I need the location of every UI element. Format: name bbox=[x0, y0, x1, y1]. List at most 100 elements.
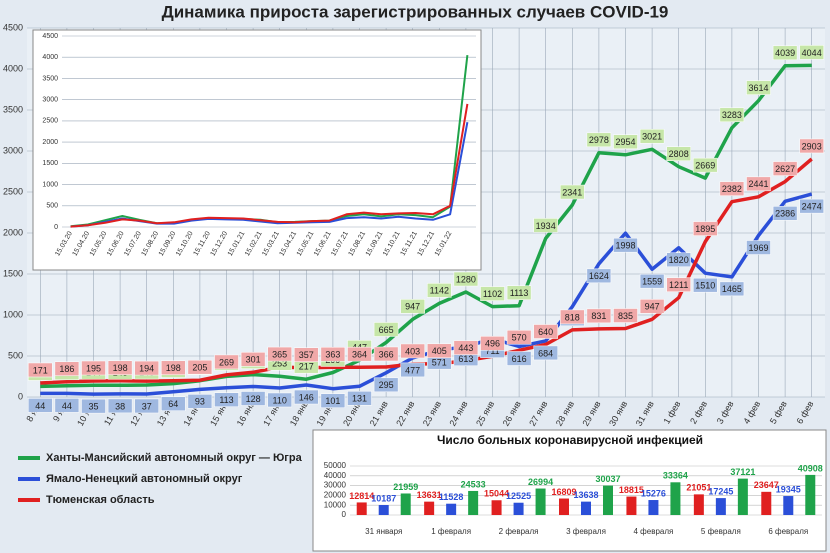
data-label: 38 bbox=[115, 401, 125, 411]
data-label: 366 bbox=[379, 349, 394, 359]
data-label-box bbox=[693, 221, 718, 236]
data-label: 17245 bbox=[708, 486, 733, 496]
data-label-box bbox=[214, 392, 239, 407]
data-label: 2341 bbox=[562, 187, 582, 197]
data-label-box bbox=[613, 308, 638, 323]
data-label: 33364 bbox=[663, 471, 688, 481]
data-label: 44 bbox=[62, 401, 72, 411]
data-label: 818 bbox=[565, 312, 580, 322]
data-label: 477 bbox=[405, 365, 420, 375]
data-label: 186 bbox=[59, 364, 74, 374]
data-label-box bbox=[693, 157, 718, 173]
data-label: 947 bbox=[405, 302, 420, 312]
bar bbox=[491, 500, 502, 515]
data-label: 1934 bbox=[536, 221, 556, 231]
data-label-box bbox=[799, 138, 824, 154]
data-label: 364 bbox=[352, 350, 367, 360]
series-line bbox=[40, 63, 812, 389]
y-tick-label: 0 bbox=[54, 224, 58, 231]
data-label-box bbox=[427, 283, 452, 298]
data-label: 616 bbox=[512, 354, 527, 364]
data-label: 19345 bbox=[776, 484, 801, 494]
data-label-box bbox=[373, 322, 399, 337]
y-tick-label: 500 bbox=[8, 350, 23, 360]
data-label: 198 bbox=[166, 363, 181, 373]
data-label-box bbox=[799, 198, 824, 214]
data-label-box bbox=[719, 181, 745, 196]
series-line bbox=[70, 103, 469, 228]
bar bbox=[715, 498, 726, 515]
data-label: 571 bbox=[432, 358, 447, 368]
data-label: 363 bbox=[325, 350, 340, 360]
y-tick-label: 40000 bbox=[324, 471, 347, 480]
data-label: 101 bbox=[325, 396, 340, 406]
data-label: 1211 bbox=[669, 280, 688, 290]
data-label-box bbox=[613, 237, 638, 253]
data-label-box bbox=[719, 107, 745, 123]
y-tick-label: 3500 bbox=[3, 104, 23, 114]
chart-title: Динамика прироста зарегистрированных слу… bbox=[162, 2, 669, 21]
data-label: 711 bbox=[485, 346, 499, 356]
data-label-box bbox=[267, 346, 292, 362]
data-label-box bbox=[586, 308, 612, 324]
data-label-box bbox=[373, 346, 399, 362]
data-label: 15276 bbox=[641, 488, 666, 498]
data-label-box bbox=[267, 392, 292, 408]
data-label: 1624 bbox=[589, 271, 609, 281]
bar bbox=[761, 491, 772, 515]
data-label: 684 bbox=[538, 348, 553, 358]
data-label-box bbox=[480, 286, 505, 301]
data-label: 2627 bbox=[775, 164, 795, 174]
data-label: 4039 bbox=[775, 48, 795, 58]
x-tick-label: 6 февраля bbox=[768, 527, 808, 536]
data-label: 13638 bbox=[573, 490, 598, 500]
data-label-box bbox=[560, 184, 585, 200]
data-label-box bbox=[586, 132, 612, 148]
data-label: 253 bbox=[272, 359, 287, 369]
data-label-box bbox=[373, 377, 399, 393]
data-label-box bbox=[347, 391, 372, 406]
data-label: 18815 bbox=[619, 485, 644, 495]
data-label: 4044 bbox=[802, 48, 822, 58]
data-label: 3021 bbox=[642, 132, 662, 142]
y-tick-label: 30000 bbox=[324, 481, 347, 490]
data-label: 640 bbox=[538, 327, 553, 337]
data-label-box bbox=[772, 161, 798, 176]
data-label: 269 bbox=[219, 357, 234, 367]
y-tick-label: 1000 bbox=[42, 181, 58, 188]
data-label: 2474 bbox=[802, 202, 822, 212]
data-label-box bbox=[453, 271, 479, 287]
data-label: 26994 bbox=[528, 477, 553, 487]
data-label-box bbox=[639, 273, 665, 289]
data-label: 2382 bbox=[722, 184, 742, 194]
data-label: 3283 bbox=[722, 110, 742, 120]
data-label: 2808 bbox=[669, 149, 689, 159]
y-tick-label: 50000 bbox=[324, 461, 347, 470]
y-tick-label: 3000 bbox=[42, 97, 58, 104]
data-label-box bbox=[240, 391, 266, 406]
y-tick-label: 2500 bbox=[3, 186, 23, 196]
data-label: 2903 bbox=[802, 141, 822, 151]
data-label-box bbox=[746, 176, 771, 192]
data-label: 12525 bbox=[506, 491, 531, 501]
data-label: 10187 bbox=[371, 493, 396, 503]
y-tick-label: 20000 bbox=[324, 491, 347, 500]
legend-label: Ханты-Мансийский автономный округ — Югра bbox=[46, 452, 303, 464]
plot-area bbox=[62, 36, 476, 227]
data-label: 21959 bbox=[393, 482, 418, 492]
data-label: 1998 bbox=[615, 241, 635, 251]
data-label: 496 bbox=[485, 339, 500, 349]
data-label-box bbox=[719, 281, 745, 297]
data-label: 301 bbox=[246, 355, 261, 365]
data-label: 195 bbox=[86, 363, 101, 373]
data-label: 198 bbox=[113, 363, 128, 373]
y-tick-label: 3000 bbox=[3, 145, 23, 155]
data-label: 1113 bbox=[510, 288, 529, 298]
bar bbox=[446, 503, 457, 515]
data-label-box bbox=[400, 362, 425, 378]
data-label: 295 bbox=[379, 380, 394, 390]
y-tick-label: 0 bbox=[342, 510, 347, 519]
data-label-box bbox=[639, 299, 665, 314]
data-label: 1559 bbox=[642, 277, 662, 287]
data-label: 665 bbox=[379, 325, 394, 335]
